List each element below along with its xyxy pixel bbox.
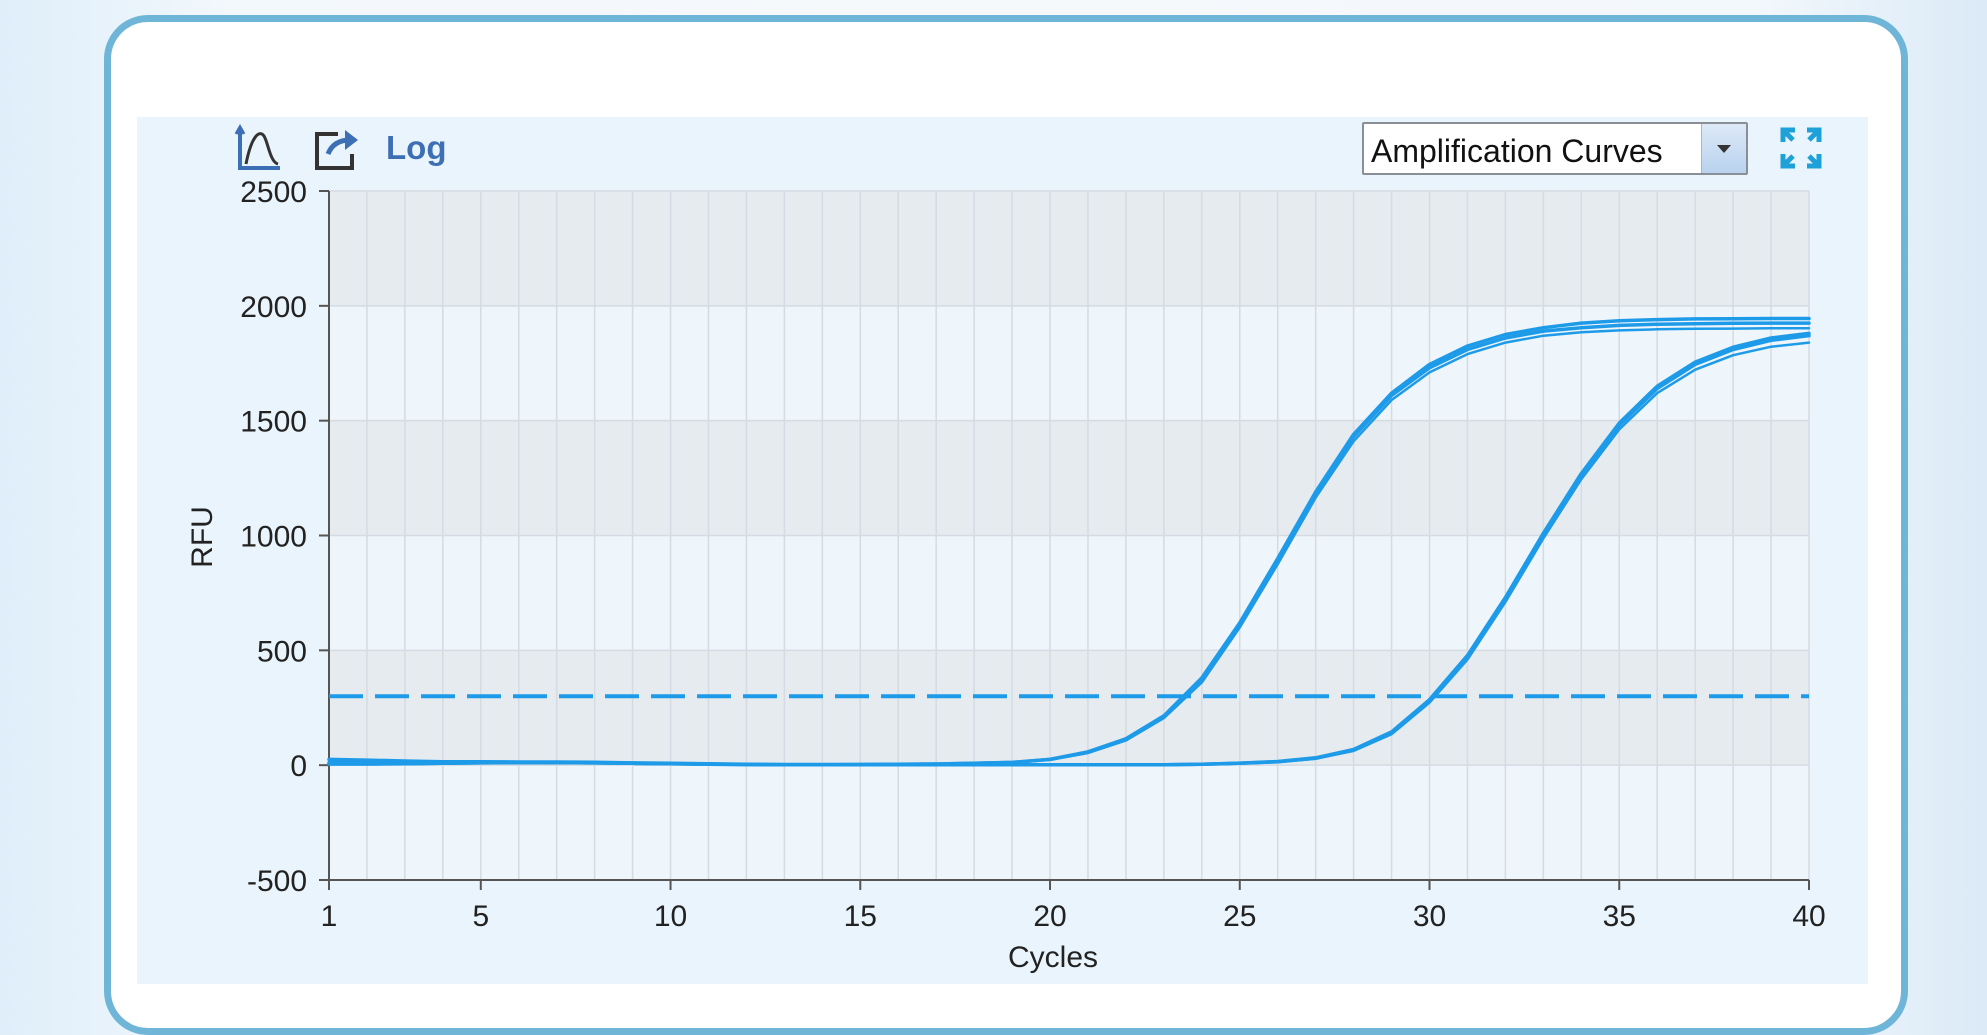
export-icon[interactable]	[312, 126, 364, 174]
chart-area	[137, 117, 1868, 984]
log-scale-toggle[interactable]: Log	[386, 129, 447, 166]
curve-style-icon[interactable]	[234, 124, 286, 174]
chart-type-select[interactable]: Amplification Curves	[1362, 122, 1748, 175]
fullscreen-icon[interactable]	[1779, 126, 1823, 170]
chart-type-select-value: Amplification Curves	[1371, 133, 1663, 169]
chevron-down-icon[interactable]	[1701, 124, 1746, 173]
